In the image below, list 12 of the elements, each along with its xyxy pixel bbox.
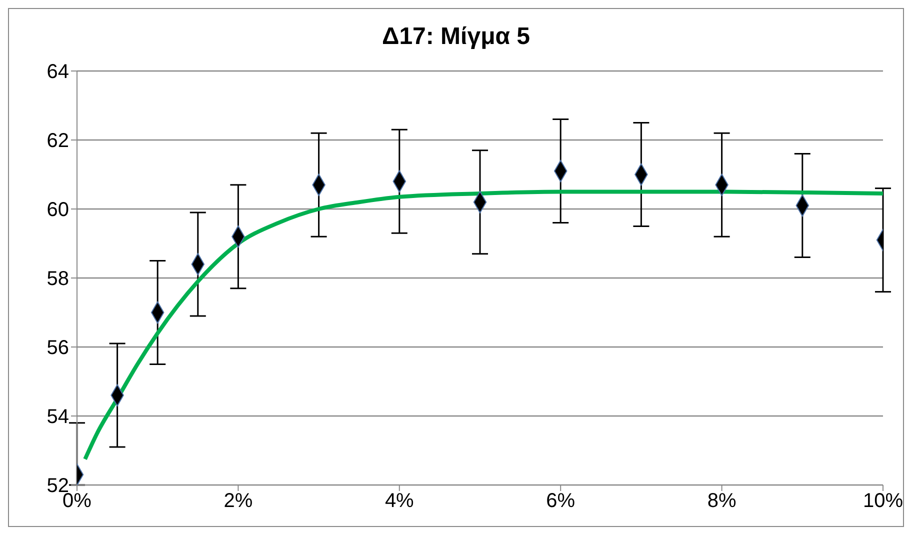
x-tick-label: 6% bbox=[546, 490, 576, 512]
x-tick-label: 10% bbox=[862, 490, 904, 512]
y-tick-label: 58 bbox=[46, 268, 69, 290]
y-tick-label: 60 bbox=[46, 199, 69, 222]
y-tick-label: 62 bbox=[46, 130, 69, 152]
x-tick-label: 4% bbox=[384, 490, 414, 512]
x-tick-label: 8% bbox=[707, 490, 736, 512]
y-tick-label: 54 bbox=[46, 406, 69, 428]
chart-title: Δ17: Μίγμα 5 bbox=[380, 23, 532, 52]
y-tick-label: 56 bbox=[46, 337, 69, 360]
y-tick-label: 64 bbox=[46, 61, 69, 84]
x-tick-label: 2% bbox=[224, 490, 253, 512]
